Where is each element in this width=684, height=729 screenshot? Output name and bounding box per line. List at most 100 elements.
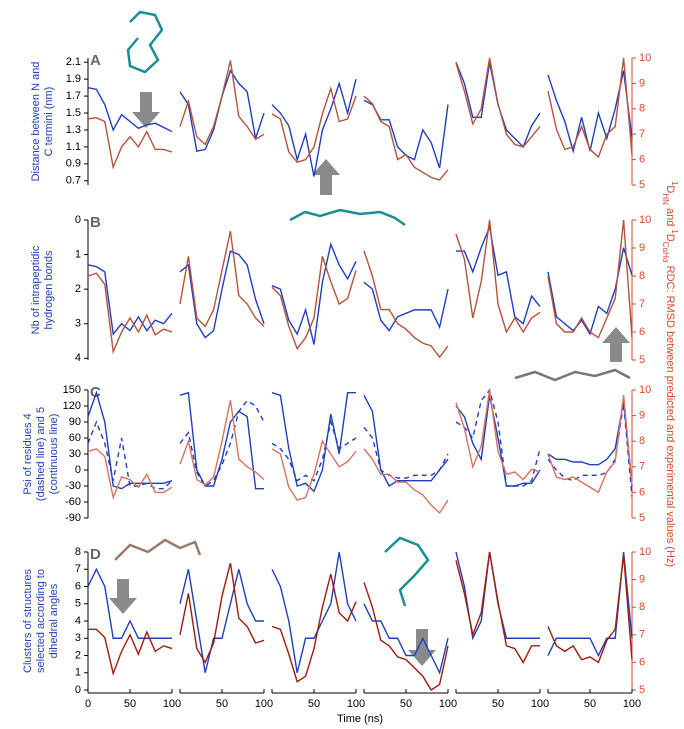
series-line [272, 244, 356, 344]
series-line [88, 393, 172, 489]
y2-tick-label: 10 [639, 546, 651, 558]
y2-axis-label-part: RDC: RMSD between predicted and experime… [664, 263, 676, 567]
molecule [115, 540, 200, 560]
series-line [272, 393, 356, 492]
series-line [88, 422, 172, 489]
y-tick-label: -60 [65, 496, 81, 508]
y2-tick-label: 5 [639, 512, 645, 524]
series-line [364, 282, 448, 330]
y2-tick-label: 7 [639, 629, 645, 641]
series-line [456, 395, 540, 486]
y2-tick-label: 6 [639, 154, 645, 166]
series-line [180, 400, 264, 484]
y2-tick-label: 9 [639, 77, 645, 89]
series-line [364, 427, 448, 478]
series-line [364, 100, 448, 168]
y-tick-label: 0.9 [66, 158, 81, 170]
y2-tick-label: 8 [639, 270, 645, 282]
x-tick-label: 50 [308, 698, 320, 710]
y-axis-label-line: (continuous line) [48, 414, 60, 495]
y-tick-label: 7 [75, 563, 81, 575]
series-line [88, 88, 172, 132]
series-line [456, 552, 540, 662]
x-tick-label: 100 [531, 698, 549, 710]
x-tick-label: 100 [163, 698, 181, 710]
y-axis-label-line: Psi of residues 4 [22, 413, 34, 494]
y-tick-label: 6 [75, 580, 81, 592]
y2-tick-label: 9 [639, 574, 645, 586]
y-axis-label-line: C termini (nm) [43, 87, 55, 157]
figure: 0.70.91.11.31.51.71.92.15678910ADistance… [0, 0, 684, 729]
y2-tick-label: 8 [639, 435, 645, 447]
y2-tick-label: 9 [639, 410, 645, 422]
y2-axis-label: 1DHN and 1DCαHα RDC: RMSD between predic… [661, 181, 679, 567]
y2-tick-label: 7 [639, 298, 645, 310]
series-line [548, 552, 632, 656]
series-line [456, 552, 540, 638]
series-line [364, 582, 448, 690]
y-tick-label: 150 [63, 384, 81, 396]
y-axis-label-line: (dashed line) and 5 [35, 407, 47, 501]
y-tick-label: 0 [75, 214, 81, 226]
y2-tick-label: 8 [639, 103, 645, 115]
y-tick-label: 0 [75, 684, 81, 696]
y2-axis-label-part: HN [661, 193, 670, 205]
x-tick-label: 0 [85, 698, 91, 710]
y-tick-label: -30 [65, 480, 81, 492]
series-line [180, 71, 264, 151]
series-line [364, 96, 448, 180]
series-line [548, 395, 632, 492]
y-tick-label: 60 [69, 432, 81, 444]
y2-axis-label-part: CαHα [661, 242, 670, 263]
y-axis-label: Psi of residues 4(dashed line) and 5(con… [22, 407, 60, 501]
series-line [364, 395, 448, 486]
y-tick-label: 1 [75, 667, 81, 679]
y-axis-label-line: dihedral angles [48, 583, 60, 658]
arrow [109, 579, 137, 614]
series-line [272, 574, 356, 682]
x-tick-label: 50 [216, 698, 228, 710]
x-axis-label: Time (ns) [337, 713, 383, 725]
x-tick-label: 100 [623, 698, 641, 710]
y-tick-label: 0.7 [66, 175, 81, 187]
y-tick-label: 2 [75, 283, 81, 295]
y-tick-label: 1.1 [66, 141, 81, 153]
series-line [88, 629, 172, 673]
series-line [548, 555, 632, 663]
series-line [364, 604, 448, 673]
y-axis-label: Clusters of structuresselected according… [22, 569, 60, 673]
panel-label: A [90, 52, 101, 69]
y-tick-label: 90 [69, 416, 81, 428]
panel-label: D [90, 546, 101, 563]
y2-tick-label: 9 [639, 242, 645, 254]
y-axis-label-line: Distance between N and [30, 62, 42, 182]
x-tick-label: 50 [584, 698, 596, 710]
x-tick-label: 50 [400, 698, 412, 710]
series-line [548, 403, 632, 496]
y2-tick-label: 7 [639, 128, 645, 140]
y-tick-label: 1.5 [66, 107, 81, 119]
y-axis-label-line: selected according to [35, 569, 47, 673]
y-tick-label: 4 [75, 352, 81, 364]
y-tick-label: 30 [69, 448, 81, 460]
y-tick-label: 0 [75, 464, 81, 476]
series-line [180, 251, 264, 337]
y-axis-label-line: Nb of intrapeptidic [30, 245, 42, 334]
x-tick-label: 50 [124, 698, 136, 710]
x-tick-label: 100 [255, 698, 273, 710]
y2-tick-label: 5 [639, 179, 645, 191]
x-tick-label: 50 [492, 698, 504, 710]
series-line [88, 265, 172, 334]
y-tick-label: 2.1 [66, 56, 81, 68]
molecule [290, 210, 405, 225]
y2-tick-label: 10 [639, 214, 651, 226]
y2-tick-label: 8 [639, 601, 645, 613]
y-tick-label: 2 [75, 649, 81, 661]
y-axis-label: Nb of intrapeptidichydrogen bonds [30, 245, 55, 334]
y-tick-label: 8 [75, 546, 81, 558]
y2-tick-label: 6 [639, 656, 645, 668]
series-line [180, 231, 264, 326]
y2-tick-label: 10 [639, 384, 651, 396]
y-tick-label: 1 [75, 248, 81, 260]
series-line [548, 58, 632, 157]
